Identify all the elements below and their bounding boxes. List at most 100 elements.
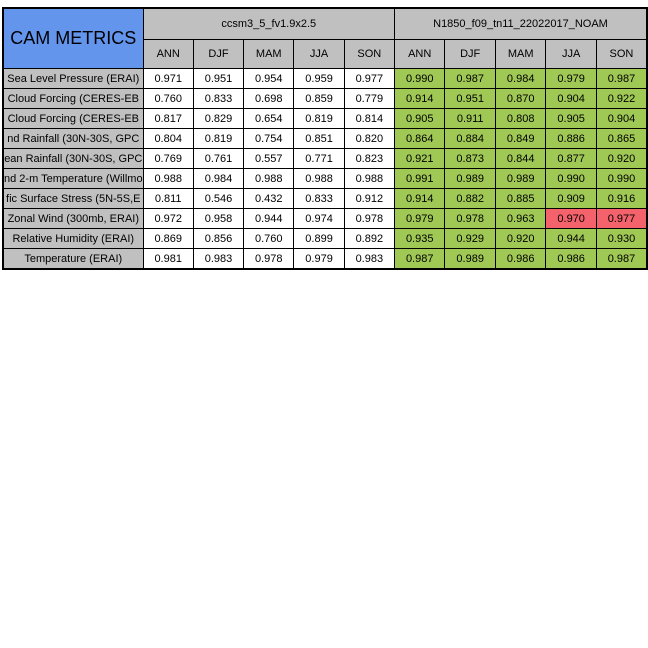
value-cell: 0.954 <box>243 68 295 89</box>
value-cell: 0.546 <box>192 188 245 209</box>
metric-row: nd 2-m Temperature (Willmo 0.988 0.984 0… <box>2 168 648 189</box>
value-cell: 0.978 <box>444 208 496 229</box>
value-cell: 0.814 <box>343 108 395 129</box>
value-cell: 0.760 <box>243 228 295 249</box>
value-cell: 0.990 <box>393 68 446 89</box>
season-header: SON <box>595 39 648 69</box>
metric-row: Cloud Forcing (CERES-EB 0.760 0.833 0.69… <box>2 88 648 109</box>
value-cell: 0.977 <box>343 68 395 89</box>
value-cell: 0.904 <box>545 88 597 109</box>
value-cell: 0.979 <box>545 68 597 89</box>
group-header-n1850: N1850_f09_tn11_22022017_NOAM <box>393 7 648 40</box>
value-cell: 0.912 <box>343 188 395 209</box>
value-cell: 0.986 <box>545 248 597 270</box>
group-header-row: CAM METRICS ccsm3_5_fv1.9x2.5 N1850_f09_… <box>2 7 648 69</box>
value-cell: 0.819 <box>192 128 245 149</box>
season-header: DJF <box>192 39 245 69</box>
value-cell: 0.779 <box>343 88 395 109</box>
value-cell: 0.877 <box>545 148 597 169</box>
season-header: MAM <box>494 39 547 69</box>
value-cell: 0.922 <box>595 88 648 109</box>
value-cell: 0.698 <box>243 88 295 109</box>
value-cell: 0.929 <box>444 228 496 249</box>
value-cell: 0.833 <box>192 88 245 109</box>
value-cell: 0.951 <box>192 68 245 89</box>
value-cell: 0.804 <box>142 128 194 149</box>
value-cell: 0.951 <box>444 88 496 109</box>
metric-row: Sea Level Pressure (ERAI) 0.971 0.951 0.… <box>2 68 648 89</box>
value-cell: 0.921 <box>393 148 446 169</box>
value-cell: 0.873 <box>444 148 496 169</box>
value-cell: 0.979 <box>293 248 345 270</box>
value-cell: 0.909 <box>545 188 597 209</box>
value-cell: 0.886 <box>545 128 597 149</box>
value-cell: 0.864 <box>393 128 446 149</box>
value-cell: 0.823 <box>343 148 395 169</box>
value-cell: 0.983 <box>343 248 395 270</box>
value-cell: 0.654 <box>243 108 295 129</box>
value-cell: 0.771 <box>293 148 345 169</box>
value-cell: 0.808 <box>494 108 547 129</box>
corner-cell-cam-metrics: CAM METRICS <box>2 7 144 69</box>
value-cell: 0.849 <box>494 128 547 149</box>
metric-row: Temperature (ERAI) 0.981 0.983 0.978 0.9… <box>2 248 648 270</box>
value-cell: 0.990 <box>545 168 597 189</box>
metric-row: Cloud Forcing (CERES-EB 0.817 0.829 0.65… <box>2 108 648 129</box>
value-cell: 0.829 <box>192 108 245 129</box>
season-header: ANN <box>393 39 446 69</box>
value-cell: 0.760 <box>142 88 194 109</box>
metric-label: Cloud Forcing (CERES-EB <box>2 108 144 129</box>
cam-metrics-table: CAM METRICS ccsm3_5_fv1.9x2.5 N1850_f09_… <box>2 7 648 270</box>
value-cell: 0.989 <box>444 168 496 189</box>
value-cell: 0.979 <box>393 208 446 229</box>
value-cell: 0.987 <box>444 68 496 89</box>
value-cell: 0.963 <box>494 208 547 229</box>
season-header: JJA <box>545 39 597 69</box>
value-cell: 0.882 <box>444 188 496 209</box>
season-header: SON <box>343 39 395 69</box>
value-cell: 0.984 <box>192 168 245 189</box>
value-cell: 0.987 <box>595 248 648 270</box>
value-cell: 0.974 <box>293 208 345 229</box>
value-cell: 0.944 <box>243 208 295 229</box>
value-cell: 0.989 <box>494 168 547 189</box>
value-cell: 0.920 <box>595 148 648 169</box>
value-cell: 0.983 <box>192 248 245 270</box>
value-cell: 0.869 <box>142 228 194 249</box>
value-cell: 0.754 <box>243 128 295 149</box>
value-cell: 0.844 <box>494 148 547 169</box>
metric-label: Temperature (ERAI) <box>2 248 144 270</box>
metric-label: nd 2-m Temperature (Willmo <box>2 168 144 189</box>
value-cell: 0.911 <box>444 108 496 129</box>
season-header: ANN <box>142 39 194 69</box>
season-header-row: ANN DJF MAM JJA SON ANN DJF MAM JJA SON <box>3 39 648 69</box>
metric-row: Zonal Wind (300mb, ERAI) 0.972 0.958 0.9… <box>2 208 648 229</box>
value-cell: 0.856 <box>192 228 245 249</box>
value-cell: 0.988 <box>142 168 194 189</box>
value-cell: 0.944 <box>545 228 597 249</box>
value-cell: 0.977 <box>595 208 648 229</box>
value-cell: 0.986 <box>494 248 547 270</box>
metric-row: ean Rainfall (30N-30S, GPC 0.769 0.761 0… <box>2 148 648 169</box>
value-cell: 0.892 <box>343 228 395 249</box>
value-cell: 0.859 <box>293 88 345 109</box>
value-cell: 0.990 <box>595 168 648 189</box>
metric-label: nd Rainfall (30N-30S, GPC <box>2 128 144 149</box>
metric-row: nd Rainfall (30N-30S, GPC 0.804 0.819 0.… <box>2 128 648 149</box>
metric-row: fic Surface Stress (5N-5S,E 0.811 0.546 … <box>2 188 648 209</box>
value-cell: 0.905 <box>393 108 446 129</box>
value-cell: 0.972 <box>142 208 194 229</box>
value-cell: 0.761 <box>192 148 245 169</box>
value-cell: 0.432 <box>243 188 295 209</box>
value-cell: 0.984 <box>494 68 547 89</box>
value-cell: 0.930 <box>595 228 648 249</box>
value-cell: 0.989 <box>444 248 496 270</box>
value-cell: 0.904 <box>595 108 648 129</box>
value-cell: 0.914 <box>393 188 446 209</box>
value-cell: 0.920 <box>494 228 547 249</box>
value-cell: 0.959 <box>293 68 345 89</box>
value-cell: 0.820 <box>343 128 395 149</box>
value-cell: 0.991 <box>393 168 446 189</box>
value-cell: 0.885 <box>494 188 547 209</box>
metric-label: ean Rainfall (30N-30S, GPC <box>2 148 144 169</box>
